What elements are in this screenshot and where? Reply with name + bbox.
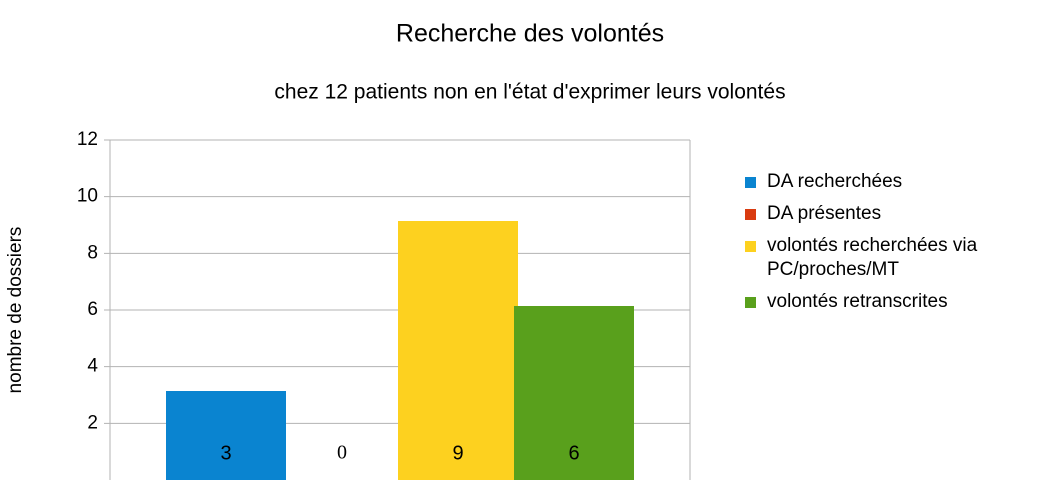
legend-swatch (745, 241, 756, 252)
legend-item: volontés recherchées via PC/proches/MT (745, 234, 1045, 282)
legend-label: DA recherchées (767, 171, 903, 192)
data-label: 6 (568, 442, 579, 464)
bar (514, 306, 634, 480)
data-label: 0 (337, 442, 347, 464)
y-tick-label: 12 (77, 129, 98, 150)
legend: DA recherchées DA présentes volontés reche… (745, 170, 1045, 322)
data-label: 3 (220, 442, 231, 464)
bar (166, 391, 286, 480)
legend-item: DA présentes (745, 202, 1045, 226)
y-tick-label: 8 (87, 242, 98, 263)
legend-swatch (745, 209, 756, 220)
y-axis-label: nombre de dossiers (5, 227, 26, 394)
legend-item: DA recherchées (745, 170, 1045, 194)
y-tick-label: 2 (87, 412, 98, 433)
legend-label: volontés retranscrites (767, 291, 948, 312)
legend-label: DA présentes (767, 203, 882, 224)
chart-subtitle: chez 12 patients non en l'état d'exprime… (274, 81, 785, 104)
legend-item: volontés retranscrites (745, 290, 1045, 314)
legend-swatch (745, 297, 756, 308)
y-tick-label: 6 (87, 299, 98, 320)
data-label: 9 (452, 442, 463, 464)
bar (398, 221, 518, 480)
y-tick-label: 4 (87, 356, 98, 377)
legend-swatch (745, 177, 756, 188)
chart-title: Recherche des volontés (396, 20, 664, 48)
legend-label: volontés recherchées via PC/proches/MT (767, 235, 978, 280)
y-tick-label: 10 (77, 186, 98, 207)
